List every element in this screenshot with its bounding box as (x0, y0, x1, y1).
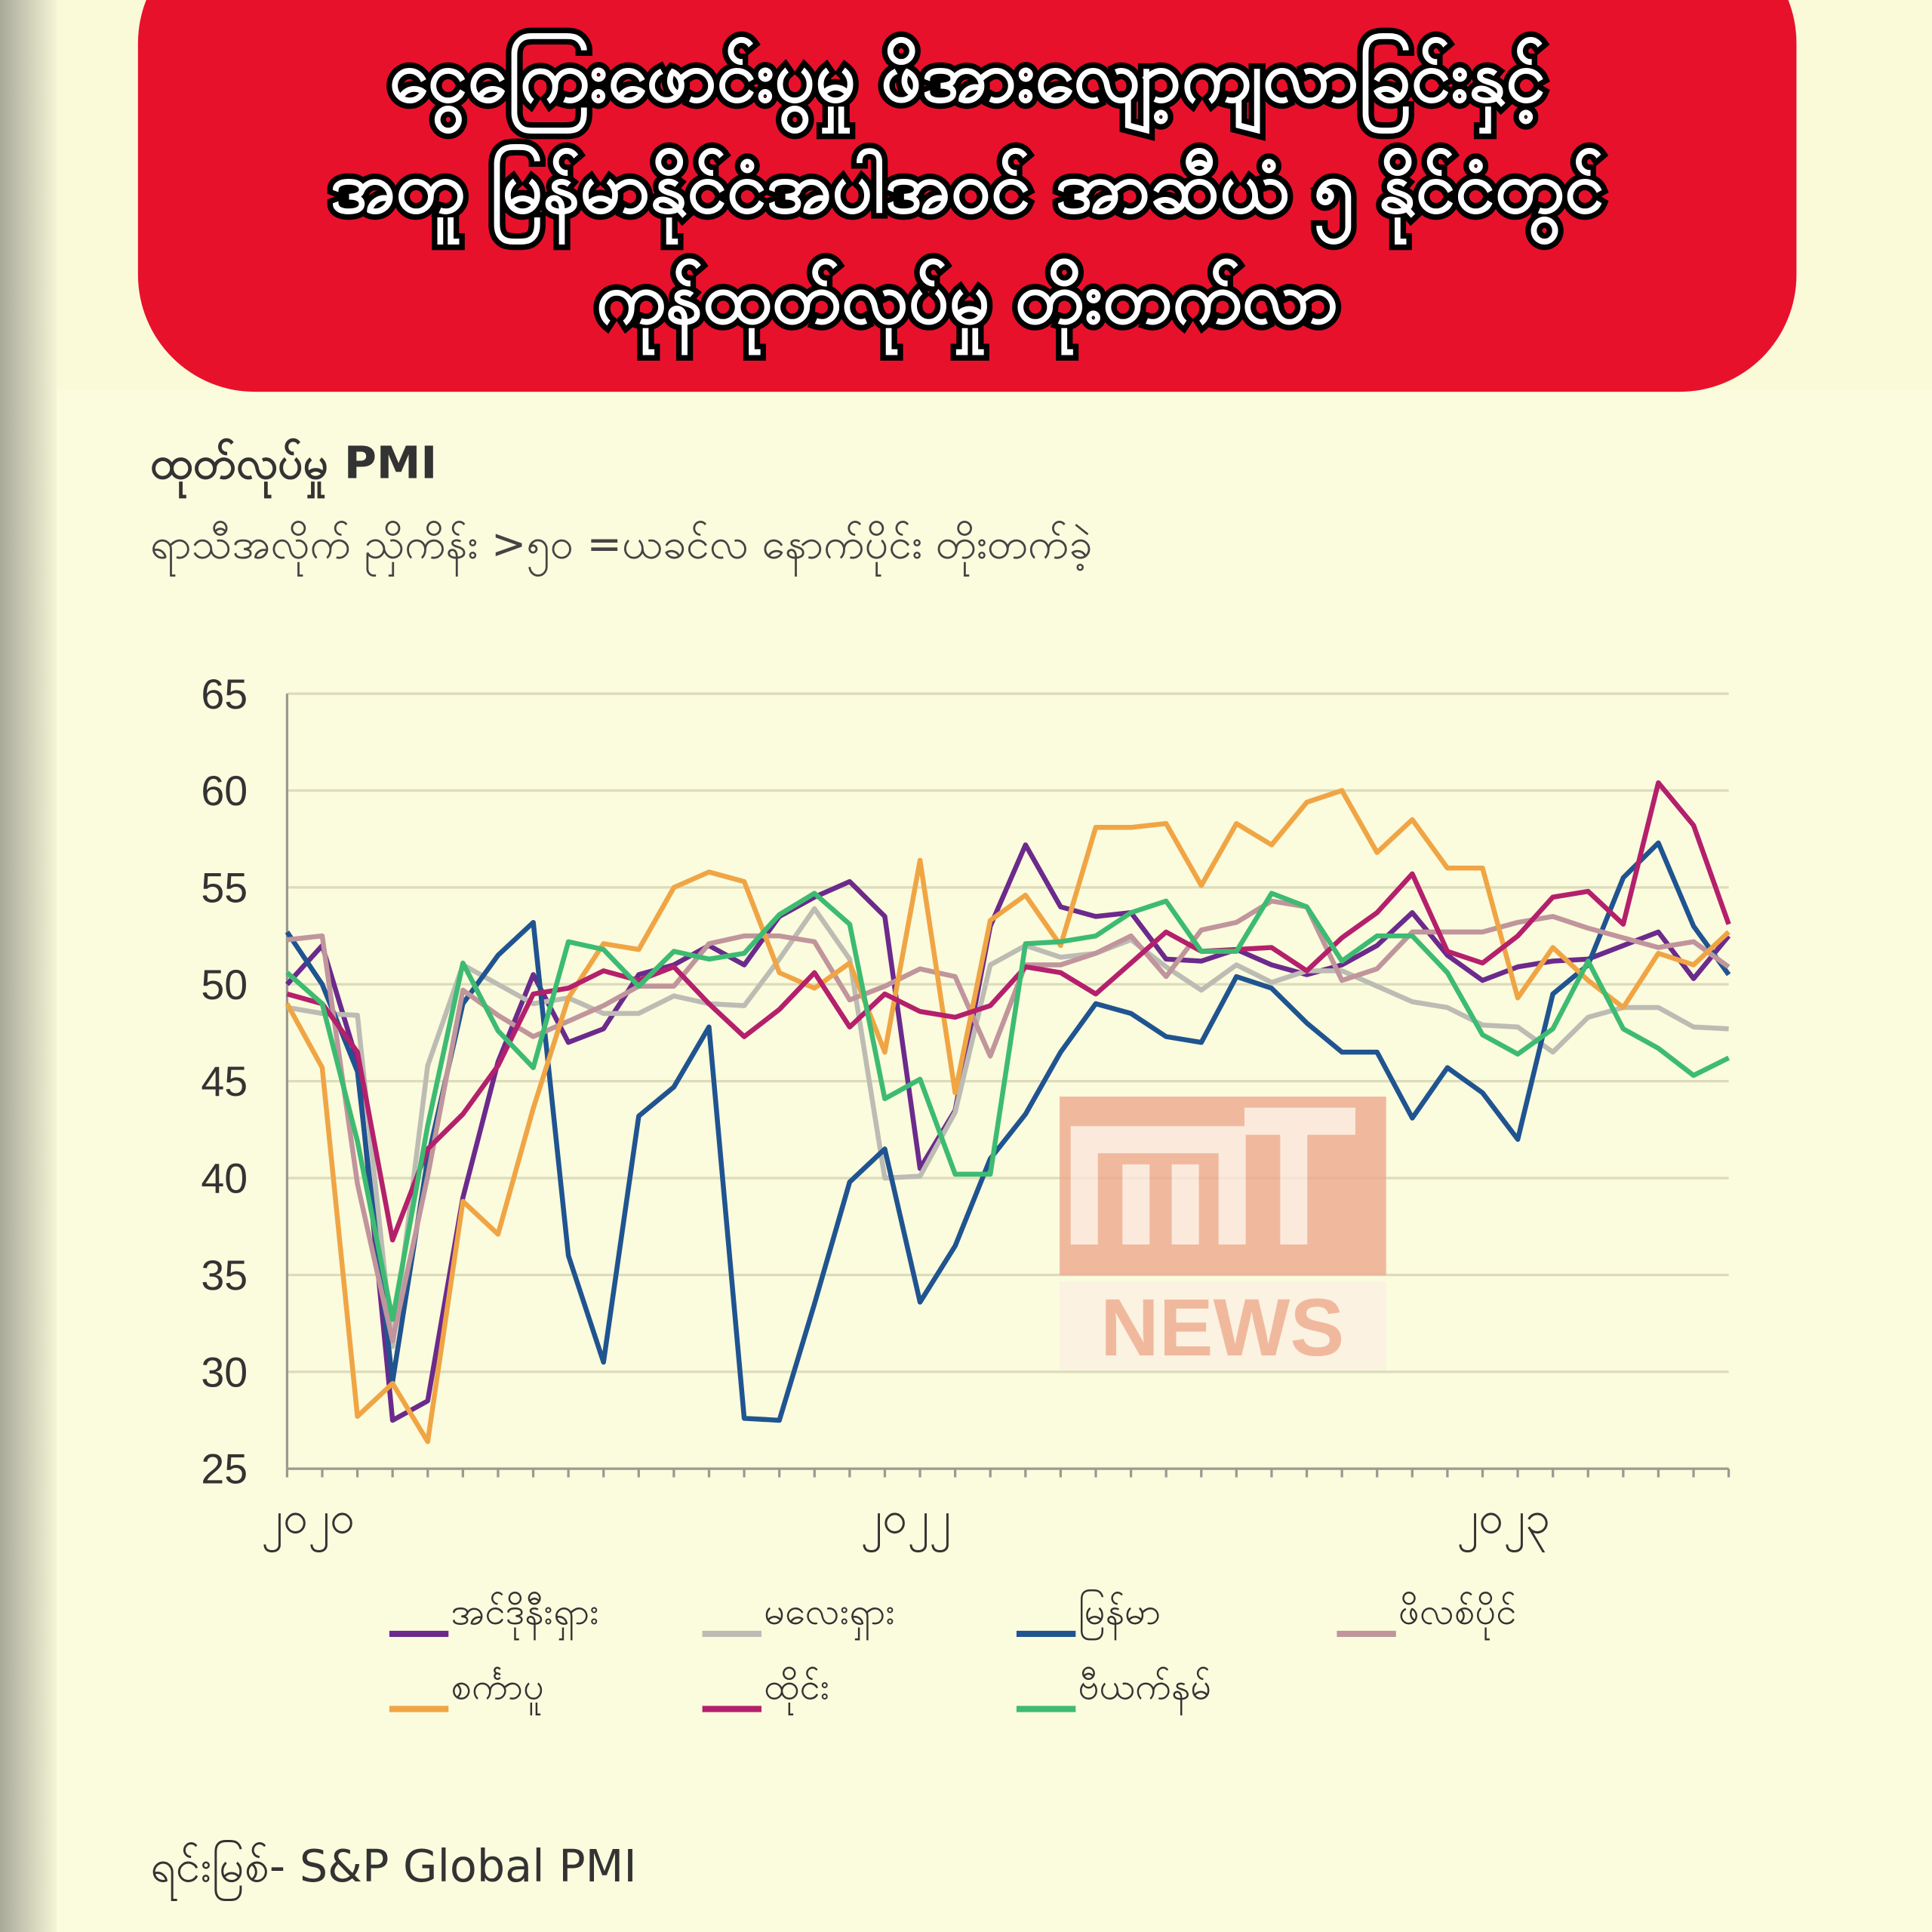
series-line (285, 842, 1731, 1423)
watermark-band (1060, 1281, 1386, 1371)
legend-label: အင်ဒိုနီးရှား (451, 1590, 599, 1641)
y-tick-label: 25 (201, 1446, 248, 1493)
legend-label: မလေးရှား (764, 1590, 895, 1641)
legend-label: မြန်မာ (1078, 1589, 1161, 1641)
legend-label: ဗီယက်နမ် (1078, 1665, 1212, 1715)
chart-subtitle: ရာသီအလိုက် ညှိကိန်း >၅၀ =ယခင်လ နောက်ပိုင… (150, 520, 1092, 577)
y-tick-label: 35 (201, 1252, 248, 1299)
y-tick-label: 50 (201, 961, 248, 1008)
series-line (285, 788, 1730, 1444)
series-line (285, 840, 1731, 1423)
title-banner (137, 0, 1797, 392)
y-tick-label: 40 (201, 1155, 248, 1202)
series-line (286, 780, 1731, 1243)
y-tick-label: 65 (201, 671, 248, 718)
chart-title: ထုတ်လုပ်မှု PMI (150, 436, 437, 497)
watermark-letters (1070, 1107, 1355, 1244)
watermark: NEWS (1060, 1097, 1386, 1373)
y-tick-label: 55 (201, 865, 248, 912)
source: ရင်းမြစ်- S&P Global PMI (150, 1840, 637, 1900)
x-tick-label: ၂၀၂၃ (1457, 1491, 1551, 1552)
x-tick-label: ၂၀၂၂ (861, 1491, 952, 1552)
series-line (285, 891, 1730, 1322)
y-tick-label: 45 (201, 1058, 248, 1105)
watermark-text: NEWS (1100, 1281, 1344, 1373)
legend-label: စင်္ကာပူ (451, 1665, 545, 1715)
legend-label: ထိုင်း (764, 1665, 829, 1715)
series-line (287, 898, 1730, 1343)
left-edge (0, 0, 57, 1932)
y-tick-label: 30 (201, 1349, 248, 1395)
legend-label: ဖိလစ်ပိုင် (1398, 1590, 1517, 1641)
x-tick-label: ၂၀၂၀ (261, 1491, 355, 1552)
y-tick-label: 60 (201, 768, 248, 814)
